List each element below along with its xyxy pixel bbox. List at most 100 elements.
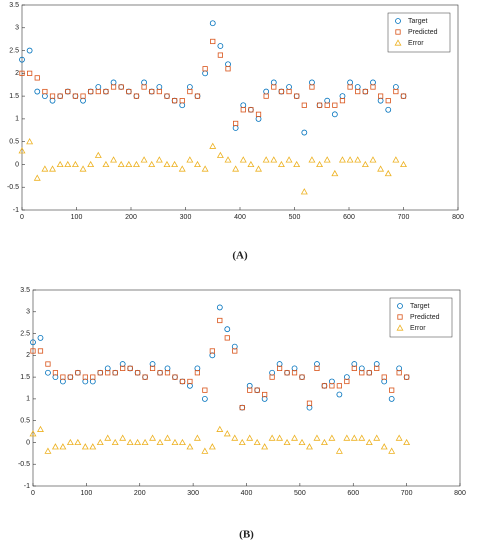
marker [217,317,223,324]
marker [60,374,66,380]
marker [300,188,308,195]
marker [358,434,366,441]
marker [392,156,400,163]
marker [149,88,155,95]
marker [362,88,368,95]
marker [75,370,81,376]
marker [225,66,231,72]
marker [29,430,37,437]
marker [388,395,395,402]
x-tick-label: 100 [71,214,83,221]
marker [72,93,79,99]
x-tick-label: 800 [452,214,464,221]
marker [316,160,324,168]
marker [232,348,238,354]
marker [33,174,41,181]
y-tick-label: 0.5 [9,139,19,146]
marker [209,348,215,354]
marker [51,443,59,450]
marker [155,156,163,163]
marker [323,156,331,163]
marker [336,391,343,398]
marker [291,370,298,376]
marker [313,434,321,441]
marker [338,156,346,163]
marker [163,160,171,168]
marker [308,156,316,163]
marker [365,438,373,446]
marker [384,169,392,177]
marker [117,160,125,168]
marker [36,425,44,432]
marker [79,165,87,172]
marker [350,434,358,441]
y-tick-label: 0 [26,439,30,446]
marker [202,387,208,393]
marker [291,434,299,441]
marker [156,438,164,446]
x-tick-label: 500 [289,214,301,221]
x-tick-label: 0 [31,490,35,497]
marker [261,443,269,450]
x-tick-label: 600 [343,214,355,221]
marker [404,374,410,380]
marker [301,102,307,108]
marker [339,98,346,104]
marker [164,370,171,376]
caption: (A) [232,250,248,262]
marker [94,151,102,158]
marker [293,160,301,168]
marker [253,438,261,446]
marker [246,434,254,441]
marker [49,165,57,172]
marker [262,391,268,398]
marker [395,18,401,24]
marker [179,98,185,104]
marker [193,434,201,441]
marker [148,160,156,168]
marker [67,374,73,380]
marker [126,438,134,446]
marker [239,156,247,163]
marker [336,383,342,389]
marker [90,374,96,380]
marker [270,156,278,163]
marker [118,84,124,90]
marker [277,160,285,168]
marker [396,324,404,331]
marker [385,106,392,113]
marker [329,383,335,389]
marker [324,102,330,108]
marker [110,84,117,90]
marker [276,434,284,441]
marker [344,378,350,385]
marker [26,138,34,145]
marker [104,434,112,441]
marker [233,120,239,127]
marker [178,438,186,446]
marker [57,93,63,99]
marker [164,434,171,441]
legend-label: Error [410,325,426,332]
marker [224,156,232,163]
marker [186,443,194,450]
marker [335,447,343,454]
marker [283,438,291,446]
marker [19,56,25,63]
marker [216,425,224,432]
marker [66,438,74,446]
marker [247,160,255,168]
marker [141,84,147,90]
marker [187,378,193,385]
marker [34,75,40,81]
marker [388,447,396,454]
marker [354,156,362,163]
marker [37,348,44,354]
marker [314,365,320,372]
marker [351,365,357,372]
x-tick-label: 600 [347,490,359,497]
marker [34,88,41,95]
marker [178,165,186,172]
marker [88,88,94,95]
